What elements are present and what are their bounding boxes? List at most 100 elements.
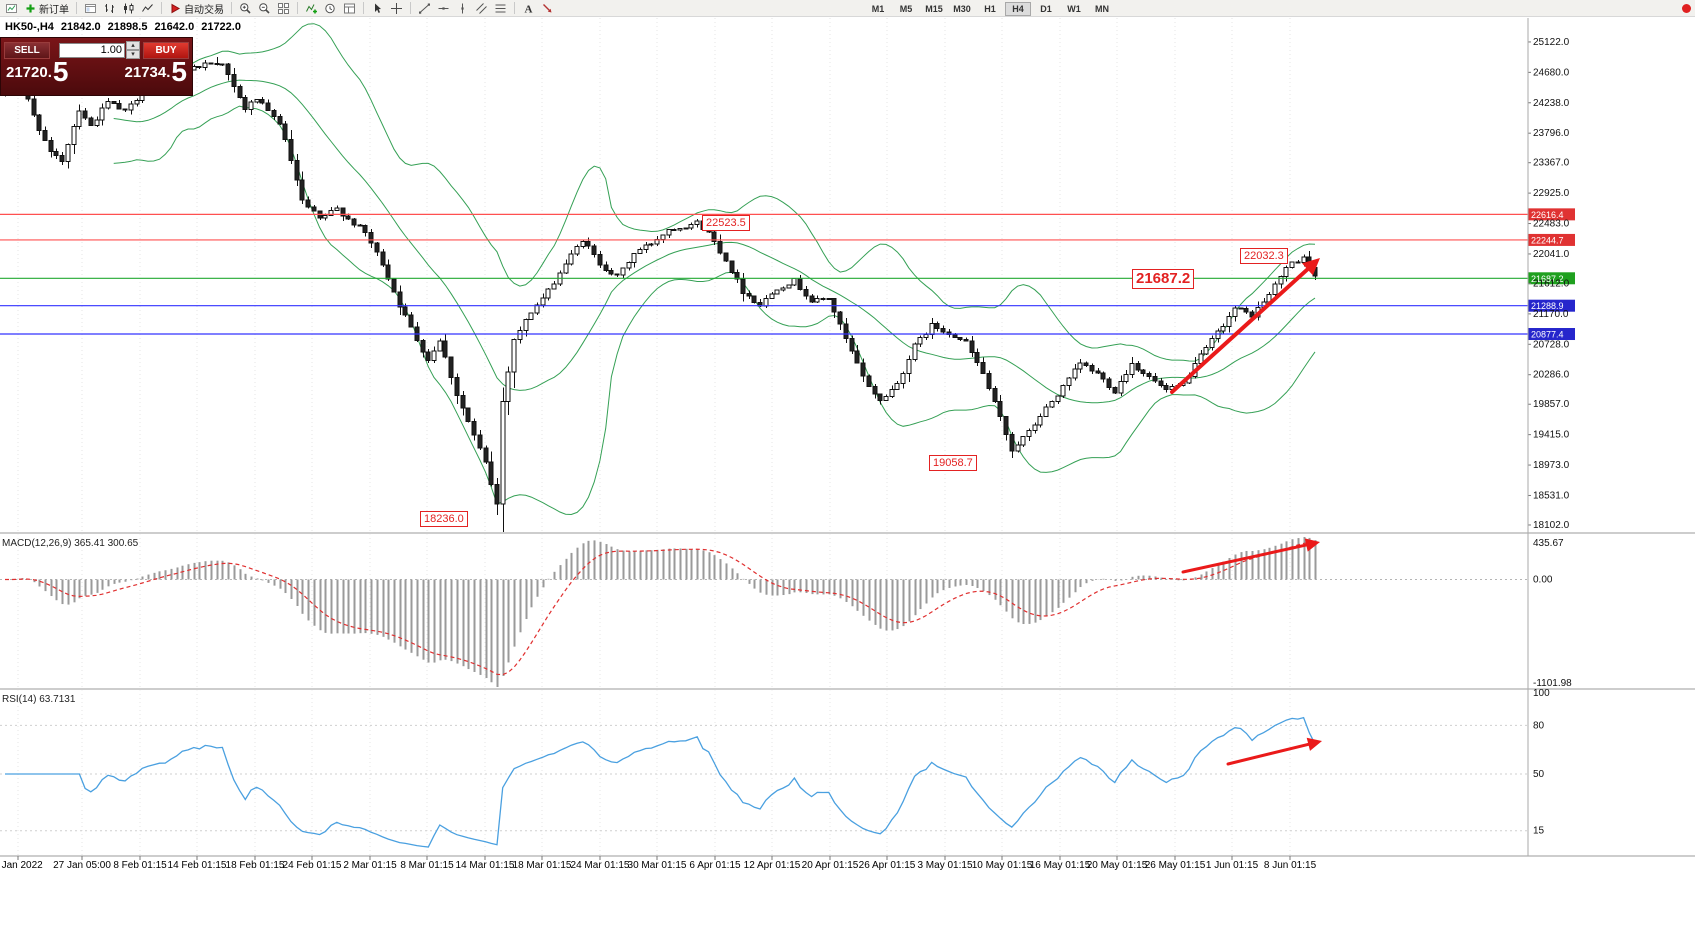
candle-style-button[interactable] <box>120 1 137 16</box>
trend-arrow-head <box>1306 737 1322 751</box>
buy-price-main: 21734. <box>124 64 171 81</box>
chart-window-icon <box>85 3 96 13</box>
toolbar-separator <box>231 2 232 14</box>
fibo-icon <box>495 4 506 12</box>
rsi-indicator-header: RSI(14) 63.7131 <box>2 694 76 705</box>
indicators-button[interactable] <box>303 1 320 16</box>
vline-button[interactable] <box>454 1 471 16</box>
timeframe-mn-button[interactable]: MN <box>1095 3 1109 14</box>
volume-input[interactable] <box>59 42 125 58</box>
templates-button[interactable] <box>341 1 358 16</box>
buy-button[interactable]: BUY <box>143 41 189 59</box>
price-axis-label: 23367.0 <box>1533 158 1570 169</box>
time-axis-label: 8 Feb 01:15 <box>113 860 167 871</box>
toolbar-separator <box>410 2 411 14</box>
timeframe-m15-button[interactable]: M15 <box>925 3 943 14</box>
rsi-scale-label: 15 <box>1533 826 1545 837</box>
time-axis-label: 10 May 01:15 <box>972 860 1033 871</box>
sell-button[interactable]: SELL <box>4 41 50 59</box>
svg-text:A: A <box>525 3 533 15</box>
bollinger-bands <box>113 23 1316 516</box>
svg-text:21288.9: 21288.9 <box>1531 301 1564 311</box>
channel-button[interactable] <box>473 1 490 16</box>
crosshair-button[interactable] <box>388 1 405 16</box>
price-tag <box>1528 208 1575 221</box>
zoom-out-button[interactable] <box>256 1 273 16</box>
time-axis-label: 14 Mar 01:15 <box>456 860 515 871</box>
trend-arrow-head <box>1302 258 1320 276</box>
timeframe-m1-button[interactable]: M1 <box>871 3 885 14</box>
trend-arrow <box>1170 262 1315 394</box>
timeframe-d1-button[interactable]: D1 <box>1040 3 1052 14</box>
price-tag <box>1528 233 1575 246</box>
periods-button[interactable] <box>322 1 339 16</box>
autotrading-icon <box>171 3 181 13</box>
time-axis-label: 12 Apr 01:15 <box>744 860 801 871</box>
zoom-in-button[interactable] <box>237 1 254 16</box>
time-axis-label: 24 Mar 01:15 <box>571 860 630 871</box>
main-toolbar: 新订单 自动交易 A M1 M5 M15 M30 H1 H4 D1 W1 MN <box>0 0 1695 17</box>
toolbar-separator <box>363 2 364 14</box>
time-axis-label: 20 Apr 01:15 <box>802 860 859 871</box>
bar-style-button[interactable] <box>101 1 118 16</box>
time-axis-label: 18 Feb 01:15 <box>226 860 285 871</box>
record-indicator-dot <box>1682 4 1691 13</box>
rsi-scale-label: 50 <box>1533 769 1545 780</box>
time-axis-label: 1 Jun 01:15 <box>1206 860 1259 871</box>
hline-button[interactable] <box>435 1 452 16</box>
new-order-button[interactable]: 新订单 <box>22 1 71 16</box>
price-tag <box>1528 299 1575 312</box>
new-chart-icon <box>6 3 17 13</box>
sell-price-main: 21720. <box>6 64 52 81</box>
price-axis-label: 18973.0 <box>1533 460 1570 471</box>
zoom-out-icon <box>259 2 270 14</box>
tile-icon <box>278 2 289 14</box>
time-axis-label: 26 Apr 01:15 <box>859 860 916 871</box>
price-axis-label: 20286.0 <box>1533 370 1570 381</box>
price-axis-label: 24238.0 <box>1533 98 1570 109</box>
chart-window-button[interactable] <box>82 1 99 16</box>
autotrading-button[interactable]: 自动交易 <box>167 1 226 16</box>
trendline-button[interactable] <box>416 1 433 16</box>
high-value: 21898.5 <box>107 21 148 33</box>
time-axis-label: 4 Jan 2022 <box>0 860 43 871</box>
timeframe-m30-button[interactable]: M30 <box>953 3 971 14</box>
chart-canvas[interactable]: 22616.422244.721687.221288.920877.425122… <box>0 16 1695 878</box>
text-button[interactable]: A <box>520 1 537 16</box>
cursor-button[interactable] <box>369 1 386 16</box>
candle-style-icon <box>124 3 134 13</box>
arrow-tools-button[interactable] <box>539 1 556 16</box>
trend-arrow-head <box>1304 538 1320 552</box>
cursor-icon <box>375 3 381 13</box>
time-axis-label: 8 Jun 01:15 <box>1264 860 1317 871</box>
price-axis-label: 22041.0 <box>1533 249 1570 260</box>
low-value: 21642.0 <box>154 21 195 33</box>
timeframe-m5-button[interactable]: M5 <box>899 3 913 14</box>
price-tag <box>1528 328 1575 341</box>
volume-increase-button[interactable]: ▴ <box>126 41 140 50</box>
time-axis-label: 24 Feb 01:15 <box>283 860 342 871</box>
buy-price-display[interactable]: 21734. 5 <box>124 58 187 86</box>
new-chart-button[interactable] <box>3 1 20 16</box>
svg-text:21687.2: 21687.2 <box>1531 274 1564 284</box>
volume-decrease-button[interactable]: ▾ <box>126 50 140 59</box>
time-axis-label: 6 Apr 01:15 <box>689 860 741 871</box>
rsi-line <box>5 716 1316 848</box>
price-tag <box>1528 272 1575 285</box>
line-style-button[interactable] <box>139 1 156 16</box>
svg-text:22244.7: 22244.7 <box>1531 235 1564 245</box>
sell-price-display[interactable]: 21720. 5 <box>6 58 68 86</box>
tile-windows-button[interactable] <box>275 1 292 16</box>
chart-ohlc-header: HK50-,H4 21842.0 21898.5 21642.0 21722.0 <box>5 21 241 33</box>
price-axis-label: 23796.0 <box>1533 128 1570 139</box>
price-axis-label: 18531.0 <box>1533 490 1570 501</box>
svg-text:22616.4: 22616.4 <box>1531 210 1564 220</box>
timeframe-w1-button[interactable]: W1 <box>1067 3 1081 14</box>
toolbar-separator <box>514 2 515 14</box>
timeframe-h1-button[interactable]: H1 <box>984 3 996 14</box>
fibonacci-button[interactable] <box>492 1 509 16</box>
toolbar-icon-group: 新订单 自动交易 A <box>2 0 557 16</box>
timeframe-h4-button[interactable]: H4 <box>1005 1 1031 16</box>
text-a-icon: A <box>525 3 533 15</box>
rsi-scale-label: 100 <box>1533 688 1550 699</box>
